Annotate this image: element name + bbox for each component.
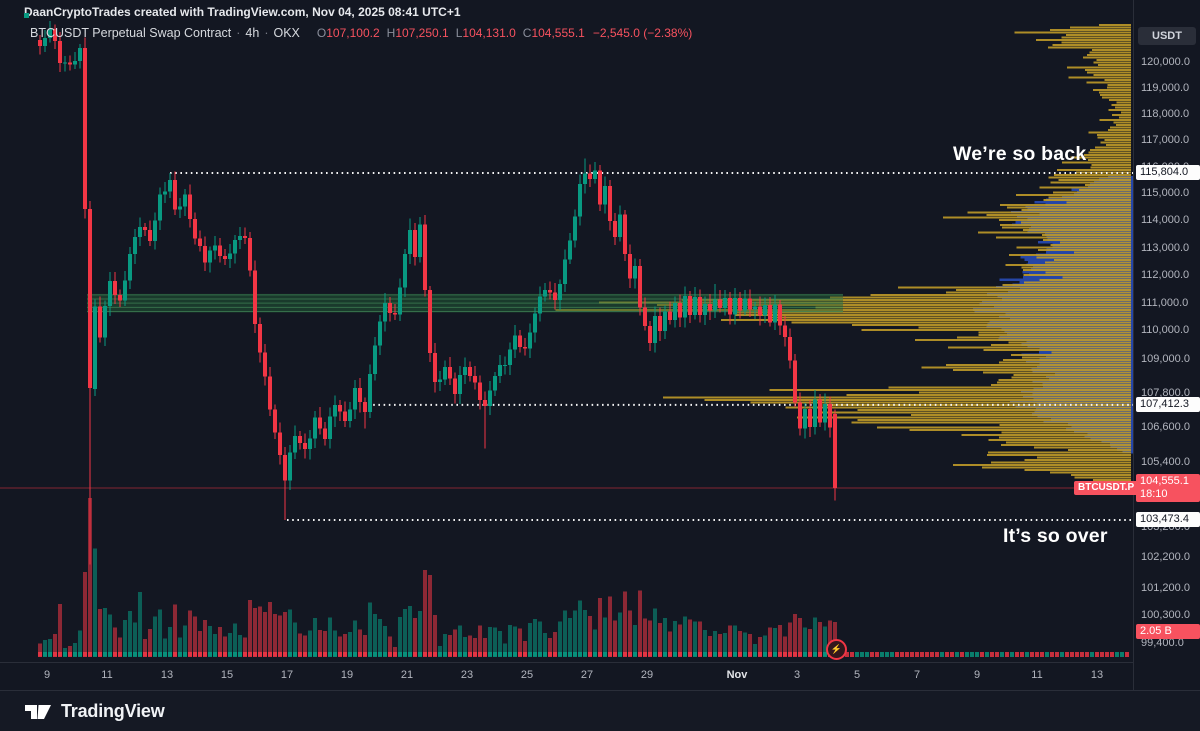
price-tick: 102,200.0 bbox=[1141, 551, 1190, 564]
symbol-title[interactable]: BTCUSDT Perpetual Swap Contract bbox=[30, 26, 232, 40]
lightning-icon: ⚡ bbox=[830, 644, 843, 654]
quick-trade-icon[interactable]: ⚡ bbox=[826, 639, 847, 660]
annotation-were-so-back[interactable]: We’re so back bbox=[953, 143, 1087, 165]
close-key: C bbox=[522, 26, 532, 40]
time-tick: 25 bbox=[520, 669, 534, 681]
chart-canvas[interactable] bbox=[0, 0, 1133, 662]
price-tick: 120,000.0 bbox=[1141, 56, 1190, 69]
symbol-legend[interactable]: BTCUSDT Perpetual Swap Contract · 4h · OKX O1… bbox=[30, 26, 692, 40]
tradingview-logo-icon[interactable] bbox=[25, 701, 52, 722]
price-tick: 118,000.0 bbox=[1141, 108, 1190, 121]
close-value: 104,555.1 bbox=[531, 26, 585, 40]
currency-toggle-button[interactable]: USDT bbox=[1138, 27, 1196, 45]
current-price-tag: 104,555.1 18:10 bbox=[1136, 474, 1200, 502]
ohlc-readout: O107,100.2 H107,250.1 L104,131.0 C104,555.1… bbox=[310, 26, 692, 40]
price-tick: 105,400.0 bbox=[1141, 456, 1190, 469]
interval-label[interactable]: 4h bbox=[245, 26, 260, 40]
exchange-label: OKX bbox=[273, 26, 300, 40]
time-tick: 19 bbox=[340, 669, 354, 681]
level-tag-high: 115,804.0 bbox=[1136, 164, 1200, 180]
time-tick: 21 bbox=[400, 669, 414, 681]
price-tick: 107,800.0 bbox=[1141, 386, 1190, 399]
tradingview-brand[interactable]: TradingView bbox=[61, 700, 165, 721]
time-tick: 9 bbox=[973, 669, 981, 681]
high-key: H bbox=[386, 26, 396, 40]
time-tick: 13 bbox=[160, 669, 174, 681]
price-tick: 113,000.0 bbox=[1141, 241, 1190, 254]
price-axis[interactable]: USDT 120,000.0 119,000.0 118,000.0 117,000.… bbox=[1133, 0, 1200, 690]
price-tick: 110,000.0 bbox=[1141, 324, 1190, 337]
price-tick: 119,000.0 bbox=[1141, 82, 1190, 95]
realtime-dot bbox=[24, 13, 29, 18]
time-tick: 3 bbox=[793, 669, 801, 681]
time-tick: 27 bbox=[580, 669, 594, 681]
legend-separator: · bbox=[236, 26, 241, 40]
price-tick: 101,200.0 bbox=[1141, 581, 1190, 594]
watermark-text: DaanCryptoTrades created with TradingVie… bbox=[24, 5, 461, 19]
annotation-its-so-over[interactable]: It’s so over bbox=[1003, 525, 1108, 547]
time-tick: 11 bbox=[1031, 669, 1043, 681]
time-tick: Nov bbox=[726, 669, 748, 681]
price-tick: 115,000.0 bbox=[1141, 187, 1190, 200]
price-tick: 117,000.0 bbox=[1141, 134, 1190, 147]
footer-bar: TradingView bbox=[0, 690, 1200, 731]
time-tick: 23 bbox=[460, 669, 474, 681]
price-tick: 99,400.0 bbox=[1141, 636, 1184, 649]
price-tick: 111,000.0 bbox=[1141, 296, 1189, 309]
price-tick: 106,600.0 bbox=[1141, 421, 1190, 434]
series-price-label: BTCUSDT.P bbox=[1074, 481, 1139, 495]
price-tick: 114,000.0 bbox=[1141, 214, 1190, 227]
open-value: 107,100.2 bbox=[326, 26, 380, 40]
time-tick: 9 bbox=[43, 669, 51, 681]
change-value: −2,545.0 (−2.38%) bbox=[592, 26, 693, 40]
time-axis[interactable]: 9 11 13 15 17 19 21 23 25 27 29 Nov 3 5 7 9 11 13 bbox=[0, 662, 1133, 691]
time-tick: 11 bbox=[101, 669, 113, 681]
volume-value-tag: 2.05 B bbox=[1136, 624, 1200, 639]
level-tag-mid: 107,412.3 bbox=[1136, 396, 1200, 412]
price-tick: 112,000.0 bbox=[1141, 268, 1190, 281]
price-tick: 100,300.0 bbox=[1141, 609, 1190, 622]
time-tick: 13 bbox=[1090, 669, 1104, 681]
time-tick: 5 bbox=[853, 669, 861, 681]
low-value: 104,131.0 bbox=[462, 26, 516, 40]
price-tick: 109,000.0 bbox=[1141, 352, 1190, 365]
time-tick: 15 bbox=[220, 669, 234, 681]
low-key: L bbox=[455, 26, 463, 40]
legend-separator: · bbox=[264, 26, 269, 40]
level-tag-low: 103,473.4 bbox=[1136, 512, 1200, 528]
time-tick: 29 bbox=[640, 669, 654, 681]
open-key: O bbox=[316, 26, 327, 40]
high-value: 107,250.1 bbox=[395, 26, 449, 40]
time-tick: 7 bbox=[913, 669, 921, 681]
time-tick: 17 bbox=[280, 669, 294, 681]
